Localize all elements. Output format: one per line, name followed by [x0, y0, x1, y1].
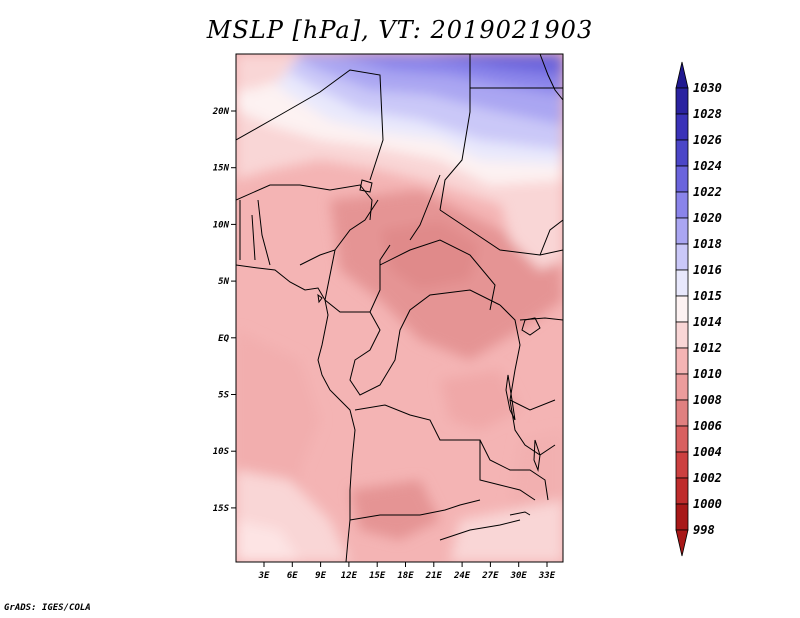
lat-label: 10S: [213, 447, 230, 457]
colorbar-label: 1008: [693, 393, 722, 407]
colorbar-label: 1028: [693, 107, 722, 121]
border-niger-chad: [236, 184, 373, 221]
colorbar-segment: [675, 347, 689, 375]
colorbar-label: 1012: [693, 341, 722, 355]
lon-label: 12E: [341, 571, 358, 581]
lon-label: 18E: [397, 571, 414, 581]
border-car: [379, 239, 496, 311]
colorbar-segment: [675, 373, 689, 401]
border-zambia: [479, 439, 549, 501]
lat-label: EQ: [218, 334, 229, 344]
colorbar-segment: [675, 191, 689, 219]
colorbar-segment: [675, 295, 689, 323]
colorbar-segment: [675, 165, 689, 193]
border-nigeria: [257, 199, 379, 266]
lon-label: 9E: [315, 571, 326, 581]
colorbar: 1030 1028 1026 1024 1022 1020 1018 1016 1015 1014…: [675, 61, 722, 557]
lat-label: 15N: [213, 164, 230, 174]
border-botswana: [439, 519, 521, 541]
colorbar-segment: [675, 217, 689, 245]
colorbar-segment: [675, 451, 689, 479]
lat-label: 10N: [213, 220, 230, 230]
colorbar-segment: [675, 87, 689, 115]
colorbar-label: 1026: [693, 133, 722, 147]
border-libya-algeria: [236, 69, 384, 181]
lon-label: 24E: [453, 571, 471, 581]
border-sudan-south: [439, 209, 563, 256]
colorbar-label: 1014: [693, 315, 722, 329]
lake-chad: [359, 179, 373, 193]
colorbar-segment: [675, 269, 689, 297]
colorbar-label: 1018: [693, 237, 722, 251]
lake-kariba: [509, 511, 531, 516]
map-title: MSLP [hPa], VT: 2019021903: [206, 16, 594, 44]
lon-label: 27E: [481, 571, 499, 581]
border-west-africa: [239, 200, 256, 261]
colorbar-segment: [675, 139, 689, 167]
border-congo: [349, 289, 501, 396]
colorbar-label: 1002: [693, 471, 722, 485]
colorbar-min-triangle: [675, 529, 689, 557]
colorbar-segment: [675, 113, 689, 141]
colorbar-segment: [675, 243, 689, 271]
colorbar-segment: [675, 477, 689, 505]
colorbar-label: 1024: [693, 159, 722, 173]
map-boundaries: [236, 54, 563, 562]
colorbar-max-triangle: [675, 61, 689, 89]
border-chad-east: [409, 174, 441, 241]
border-libya-egypt: [439, 54, 471, 211]
lon-label: 3E: [258, 571, 270, 581]
colorbar-segment: [675, 399, 689, 427]
colorbar-label: 1004: [693, 445, 722, 459]
lat-label: 5N: [218, 277, 229, 287]
lon-label: 33E: [538, 571, 556, 581]
red-sea: [539, 54, 563, 101]
lake-tanganyika: [505, 374, 516, 421]
lon-label: 15E: [369, 571, 386, 581]
pressure-field: [236, 54, 563, 562]
lat-label: 5S: [218, 391, 229, 401]
colorbar-label: 1015: [693, 289, 722, 303]
colorbar-label: 1000: [693, 497, 722, 511]
lat-label: 20N: [212, 107, 230, 117]
colorbar-label: 1020: [693, 211, 722, 225]
colorbar-label: 1016: [693, 263, 722, 277]
colorbar-segment: [675, 503, 689, 531]
colorbar-label: 1030: [693, 81, 722, 95]
border-angola: [354, 404, 536, 501]
coastline: [236, 264, 356, 562]
colorbar-label: 998: [693, 523, 715, 537]
map-frame: [235, 53, 564, 563]
colorbar-label: 1022: [693, 185, 722, 199]
colorbar-segment: [675, 425, 689, 453]
colorbar-label: 1006: [693, 419, 722, 433]
island-bioko: [317, 293, 323, 304]
lat-label: 15S: [213, 504, 230, 514]
axis-ticks: 3E 6E 9E 12E 15E 18E 21E 24E 27E 30E 33E 20N 15N 10N 5…: [212, 107, 556, 581]
lon-label: 6E: [287, 571, 298, 581]
lake-malawi: [533, 439, 541, 472]
border-angola-south: [349, 499, 481, 521]
colorbar-label: 1010: [693, 367, 722, 381]
lon-label: 30E: [510, 571, 528, 581]
lake-victoria: [521, 317, 541, 336]
lon-label: 21E: [425, 571, 443, 581]
grads-credit: GrADS: IGES/COLA: [4, 603, 91, 613]
colorbar-segment: [675, 321, 689, 349]
